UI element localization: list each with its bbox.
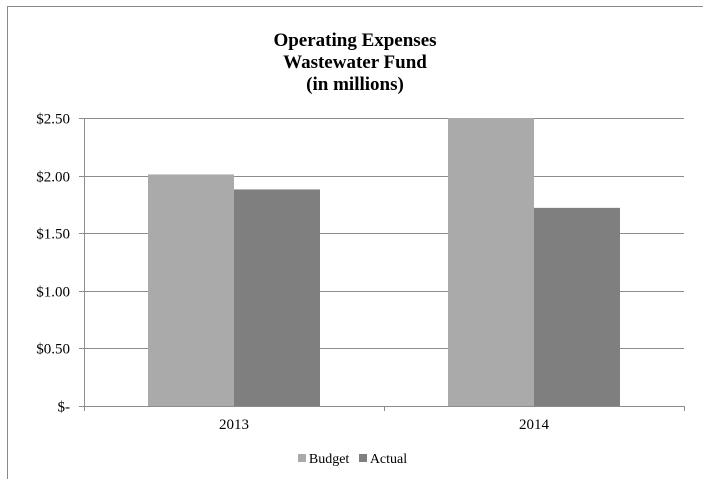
- bar-actual-2013: [234, 189, 320, 406]
- chart-title-line-2: Wastewater Fund: [283, 52, 427, 73]
- bar-budget-2013: [148, 174, 234, 406]
- bar-actual-2014: [534, 207, 620, 406]
- legend-swatch-budget: [297, 454, 306, 462]
- legend: Budget Actual: [0, 452, 705, 468]
- y-tick-label: $1.00: [36, 285, 70, 301]
- y-tick-label: $0.50: [36, 342, 70, 358]
- x-tick-label: 2014: [519, 417, 550, 433]
- bar-budget-2014: [448, 118, 534, 406]
- legend-label-actual: Actual: [369, 452, 408, 467]
- y-tick-label: $-: [58, 400, 71, 416]
- legend-item-actual: Actual: [358, 452, 408, 468]
- x-tick-label: 2013: [219, 417, 249, 433]
- y-tick-label: $2.50: [36, 112, 70, 128]
- y-tick-label: $1.50: [36, 227, 70, 243]
- legend-swatch-actual: [358, 454, 367, 462]
- chart-title: Operating Expenses Wastewater Fund (in m…: [7, 30, 703, 96]
- legend-label-budget: Budget: [308, 452, 350, 467]
- legend-item-budget: Budget: [297, 452, 350, 468]
- y-tick-label: $2.00: [36, 170, 70, 186]
- chart-title-line-3: (in millions): [306, 74, 404, 95]
- chart-title-line-1: Operating Expenses: [273, 30, 437, 51]
